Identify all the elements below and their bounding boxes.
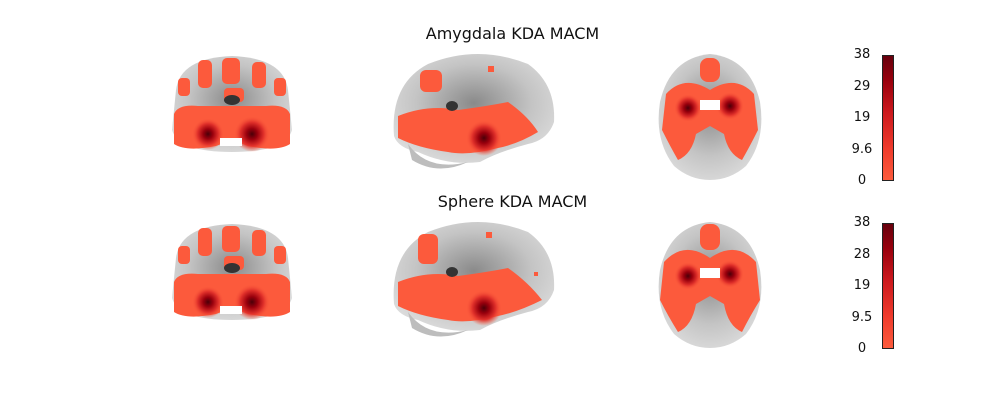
colorbar-tick-label: 0: [857, 173, 867, 188]
axial-slice-view: [658, 54, 762, 180]
colorbar-tick-label: 38: [853, 47, 871, 62]
coronal-slice-view: [172, 56, 292, 152]
coronal-slice-view: [172, 224, 292, 320]
panel-title-amygdala: Amygdala KDA MACM: [425, 24, 600, 43]
colorbar-tick-label: 19: [853, 110, 871, 125]
colorbar-tick-label: 28: [853, 247, 871, 262]
colorbar-tick-label: 29: [853, 79, 871, 94]
axial-slice-view: [658, 222, 762, 348]
colorbar-sphere: [882, 223, 894, 349]
colorbar-tick-label: 0: [857, 341, 867, 356]
sagittal-slice-view: [393, 222, 555, 337]
panel-title-sphere: Sphere KDA MACM: [437, 192, 588, 211]
sagittal-slice-view: [393, 54, 555, 169]
colorbar-tick-label: 19: [853, 278, 871, 293]
colorbar-amygdala: [882, 55, 894, 181]
colorbar-tick-label: 9.5: [851, 310, 873, 325]
colorbar-tick-label: 9.6: [851, 142, 873, 157]
colorbar-tick-label: 38: [853, 215, 871, 230]
